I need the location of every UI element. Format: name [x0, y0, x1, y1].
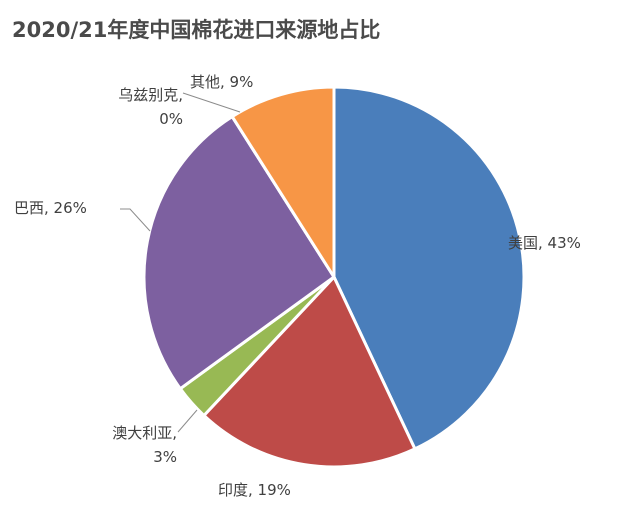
slice-5: [230, 85, 336, 279]
slice-label-4: 乌兹别克, 0%: [118, 86, 183, 128]
slice-label-0: 美国, 43%: [508, 234, 581, 252]
pie-slices: [142, 85, 526, 469]
slice-labels: 美国, 43% 印度, 19% 澳大利亚, 3% 巴西, 26% 乌兹别克, 0% 其他, 9…: [14, 73, 581, 499]
slice-label-5: 其他, 9%: [190, 73, 253, 91]
slice-3: [142, 115, 336, 391]
leader-lines: [120, 92, 241, 433]
leader-line-4: [182, 92, 241, 113]
slice-label-3: 巴西, 26%: [14, 199, 87, 217]
leader-line-2: [177, 409, 198, 433]
slice-label-2: 澳大利亚, 3%: [112, 424, 177, 466]
leader-line-3: [120, 208, 151, 232]
slice-0: [332, 85, 526, 451]
chart-title: 2020/21年度中国棉花进口来源地占比: [12, 18, 381, 42]
slice-1: [202, 275, 417, 469]
slice-label-1: 印度, 19%: [218, 481, 291, 499]
